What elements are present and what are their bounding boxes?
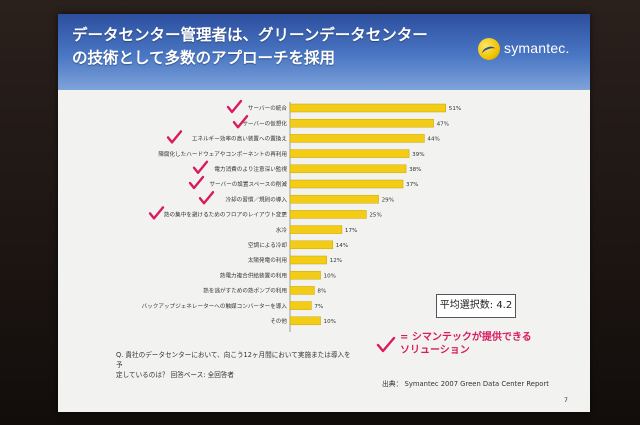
value-label-3: 44%: [427, 137, 439, 143]
symantec-checkmark-icon-8: [148, 206, 165, 220]
value-label-6: 37%: [406, 182, 418, 188]
symantec-checkmark-icon-2: [232, 115, 249, 129]
category-label-2: サーバーの仮想化: [242, 119, 287, 127]
bar-11: [289, 255, 327, 265]
survey-question-line-2: 定しているのは？ 回答ベース: 全回答者: [116, 371, 234, 379]
survey-question-line-1: Q. 貴社のデータセンターにおいて、向こう12ヶ月間において実施または導入を予: [116, 351, 351, 369]
bars-layer: サーバーの統合 51% サーバーの仮想化 47% エネルギー効率の高い装置への置換え 44…: [142, 99, 461, 326]
legend-text-line-2: ソリューション: [400, 345, 470, 356]
value-label-13: 8%: [317, 289, 326, 295]
symantec-checkmark-icon-6: [188, 175, 205, 190]
bar-5: [289, 164, 407, 174]
category-label-4: 陳腐化したハードウェアやコンポーネントの再利用: [158, 150, 287, 158]
bar-6: [289, 179, 404, 189]
category-label-3: エネルギー効率の高い装置への置換え: [192, 135, 288, 143]
projection-screen: データセンター管理者は、グリーンデータセンター の技術として多数のアプローチを採…: [58, 14, 590, 412]
slide-header: データセンター管理者は、グリーンデータセンター の技術として多数のアプローチを採…: [58, 14, 590, 90]
slide-title-line-1: データセンター管理者は、グリーンデータセンター: [72, 26, 428, 44]
category-label-7: 冷却の習慣／規則の導入: [225, 195, 287, 203]
value-label-14: 7%: [314, 304, 323, 310]
bar-1: [289, 103, 447, 113]
legend-text-line-1: = シマンテックが提供できる: [400, 332, 532, 343]
value-label-2: 47%: [437, 121, 449, 127]
value-label-7: 29%: [382, 197, 394, 203]
category-label-11: 太陽発電の利用: [248, 256, 287, 264]
bar-2: [289, 118, 434, 128]
slide-title-line-2: の技術として多数のアプローチを採用: [72, 49, 336, 67]
category-label-5: 電力消費のより注意深い監視: [214, 165, 287, 173]
symantec-logo: symantec.: [478, 36, 588, 66]
bar-9: [289, 225, 343, 234]
bar-3: [289, 134, 425, 143]
symantec-checkmark-icon-5: [192, 160, 209, 174]
bar-13: [289, 286, 315, 295]
value-label-9: 17%: [345, 228, 357, 234]
category-label-15: その他: [270, 317, 287, 325]
value-label-8: 25%: [369, 213, 381, 219]
value-label-15: 10%: [324, 319, 336, 325]
category-label-13: 熱を逃がすための熱ポンプの利用: [203, 287, 287, 295]
legend-checkmark-icon: [376, 336, 396, 353]
category-label-6: サーバーの設置スペースの削減: [209, 180, 287, 188]
bar-4: [289, 149, 410, 158]
category-label-14: バックアップジェネレーターへの触媒コンバーターを導入: [142, 302, 288, 310]
symantec-checkmark-icon-1: [226, 99, 243, 114]
symantec-logo-icon: [478, 38, 500, 60]
symantec-checkmark-icon-7: [198, 191, 215, 205]
bar-10: [289, 240, 334, 250]
value-label-10: 14%: [336, 243, 348, 249]
value-label-11: 12%: [330, 258, 342, 264]
value-label-4: 39%: [412, 152, 424, 158]
category-label-8: 熱の集中を避けるためのフロアのレイアウト変更: [164, 211, 287, 219]
symantec-checkmark-icon-3: [166, 130, 183, 144]
legend-text: = シマンテックが提供できる ソリューション: [400, 331, 532, 357]
page-number: 7: [564, 397, 568, 404]
bar-14: [289, 301, 312, 310]
symantec-logo-text: symantec.: [504, 40, 570, 56]
survey-question: Q. 貴社のデータセンターにおいて、向こう12ヶ月間において実施または導入を予 …: [116, 350, 356, 380]
bar-8: [289, 210, 367, 219]
legend: = シマンテックが提供できる ソリューション: [376, 330, 576, 364]
bar-12: [289, 270, 321, 280]
value-label-12: 10%: [324, 273, 336, 279]
category-label-12: 熱電力複合供給装置の利用: [220, 271, 287, 279]
slide-title: データセンター管理者は、グリーンデータセンター の技術として多数のアプローチを採…: [72, 24, 472, 70]
category-label-10: 空調による冷却: [248, 241, 287, 249]
average-selection-box: 平均選択数: 4.2: [436, 294, 516, 318]
source-citation: 出典： Symantec 2007 Green Data Center Repo…: [382, 380, 549, 388]
category-label-1: サーバーの統合: [248, 104, 288, 112]
value-label-5: 38%: [409, 167, 421, 173]
bar-chart: サーバーの統合 51% サーバーの仮想化 47% エネルギー効率の高い装置への置換え 44…: [142, 99, 461, 332]
value-label-1: 51%: [449, 106, 461, 112]
bar-7: [289, 194, 379, 204]
category-label-9: 水冷: [276, 226, 288, 234]
bar-15: [289, 316, 321, 326]
